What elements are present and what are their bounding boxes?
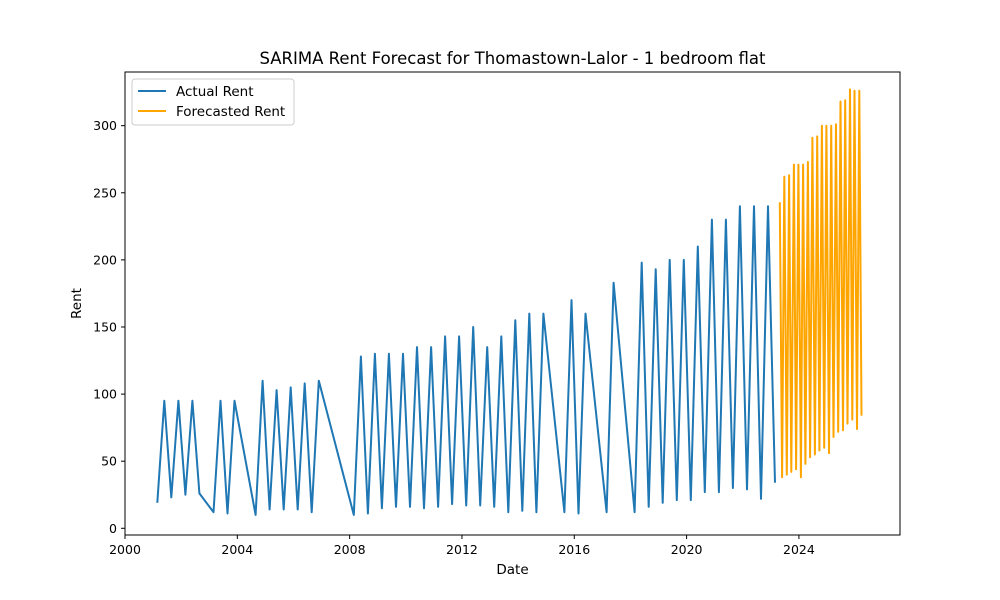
y-tick-label: 50 xyxy=(101,454,117,469)
y-tick-label: 150 xyxy=(93,319,117,334)
series-layer xyxy=(156,88,863,516)
legend-label-actual-rent: Actual Rent xyxy=(176,84,254,100)
x-tick-label: 2024 xyxy=(783,542,815,557)
x-tick-label: 2016 xyxy=(558,542,590,557)
legend-label-forecasted-rent: Forecasted Rent xyxy=(176,104,285,120)
x-tick-label: 2000 xyxy=(109,542,141,557)
y-tick-label: 0 xyxy=(109,521,117,536)
x-axis-label: Date xyxy=(496,562,528,578)
x-axis-ticks: 2000 2004 2008 2012 2016 2020 2024 xyxy=(109,535,815,557)
y-tick-label: 200 xyxy=(93,252,117,267)
y-tick-label: 250 xyxy=(93,185,117,200)
series-line-actual-rent xyxy=(156,205,776,516)
chart-title: SARIMA Rent Forecast for Thomastown-Lalo… xyxy=(259,49,766,68)
y-tick-label: 100 xyxy=(93,387,117,402)
y-tick-label: 300 xyxy=(93,118,117,133)
legend: Actual Rent Forecasted Rent xyxy=(131,78,295,126)
x-tick-label: 2008 xyxy=(334,542,366,557)
y-axis-ticks: 0 50 100 150 200 250 300 xyxy=(93,118,125,536)
x-tick-label: 2012 xyxy=(446,542,478,557)
y-axis-label: Rent xyxy=(69,288,85,319)
series-line-forecasted-rent xyxy=(778,88,863,479)
x-tick-label: 2004 xyxy=(221,542,253,557)
legend-box xyxy=(131,78,295,126)
x-tick-label: 2020 xyxy=(671,542,703,557)
